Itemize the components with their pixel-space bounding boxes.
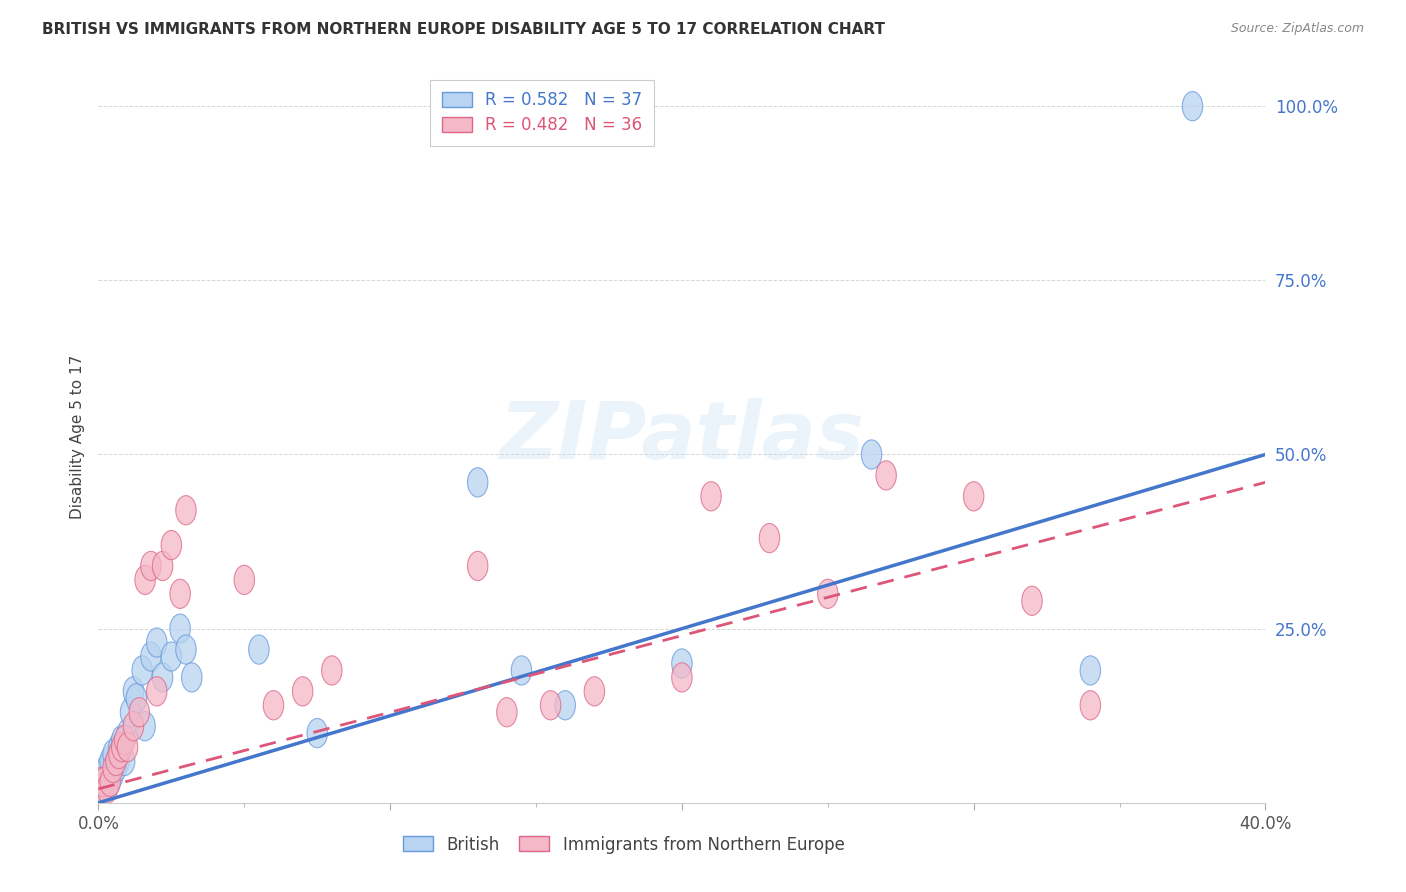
Ellipse shape [103,760,124,789]
Ellipse shape [141,551,162,581]
Ellipse shape [170,614,190,643]
Ellipse shape [141,642,162,671]
Ellipse shape [121,698,141,727]
Ellipse shape [100,747,121,776]
Ellipse shape [233,566,254,594]
Ellipse shape [111,725,132,755]
Ellipse shape [114,747,135,776]
Ellipse shape [672,648,692,678]
Ellipse shape [117,732,138,762]
Ellipse shape [672,663,692,692]
Text: ZIPatlas: ZIPatlas [499,398,865,476]
Ellipse shape [105,747,127,776]
Ellipse shape [97,754,117,782]
Ellipse shape [103,754,124,782]
Ellipse shape [555,690,575,720]
Ellipse shape [1080,690,1101,720]
Ellipse shape [91,767,111,797]
Ellipse shape [876,461,897,490]
Ellipse shape [100,767,121,797]
Ellipse shape [129,698,149,727]
Ellipse shape [292,677,314,706]
Ellipse shape [100,767,121,797]
Ellipse shape [91,774,111,804]
Ellipse shape [97,767,117,797]
Ellipse shape [759,524,780,553]
Ellipse shape [94,767,114,797]
Ellipse shape [963,482,984,511]
Ellipse shape [583,677,605,706]
Legend: British, Immigrants from Northern Europe: British, Immigrants from Northern Europe [396,829,851,860]
Ellipse shape [1182,92,1202,120]
Ellipse shape [181,663,202,692]
Ellipse shape [152,663,173,692]
Ellipse shape [162,531,181,559]
Text: BRITISH VS IMMIGRANTS FROM NORTHERN EUROPE DISABILITY AGE 5 TO 17 CORRELATION CH: BRITISH VS IMMIGRANTS FROM NORTHERN EURO… [42,22,886,37]
Ellipse shape [127,683,146,713]
Ellipse shape [108,747,129,776]
Ellipse shape [170,579,190,608]
Ellipse shape [862,440,882,469]
Ellipse shape [117,719,138,747]
Ellipse shape [322,656,342,685]
Ellipse shape [132,656,152,685]
Ellipse shape [124,712,143,740]
Ellipse shape [467,467,488,497]
Ellipse shape [91,767,111,797]
Ellipse shape [111,732,132,762]
Ellipse shape [467,551,488,581]
Ellipse shape [108,739,129,769]
Ellipse shape [1080,656,1101,685]
Ellipse shape [540,690,561,720]
Ellipse shape [1022,586,1042,615]
Ellipse shape [94,774,114,804]
Ellipse shape [307,719,328,747]
Ellipse shape [103,739,124,769]
Ellipse shape [105,754,127,782]
Ellipse shape [135,566,155,594]
Y-axis label: Disability Age 5 to 17: Disability Age 5 to 17 [69,355,84,519]
Ellipse shape [263,690,284,720]
Ellipse shape [176,635,197,665]
Ellipse shape [114,725,135,755]
Ellipse shape [94,760,114,789]
Ellipse shape [700,482,721,511]
Ellipse shape [91,774,111,804]
Ellipse shape [512,656,531,685]
Ellipse shape [124,677,143,706]
Ellipse shape [817,579,838,608]
Ellipse shape [146,677,167,706]
Ellipse shape [146,628,167,657]
Text: Source: ZipAtlas.com: Source: ZipAtlas.com [1230,22,1364,36]
Ellipse shape [135,712,155,740]
Ellipse shape [162,642,181,671]
Ellipse shape [496,698,517,727]
Ellipse shape [249,635,269,665]
Ellipse shape [152,551,173,581]
Ellipse shape [176,496,197,524]
Ellipse shape [97,774,117,804]
Ellipse shape [108,732,129,762]
